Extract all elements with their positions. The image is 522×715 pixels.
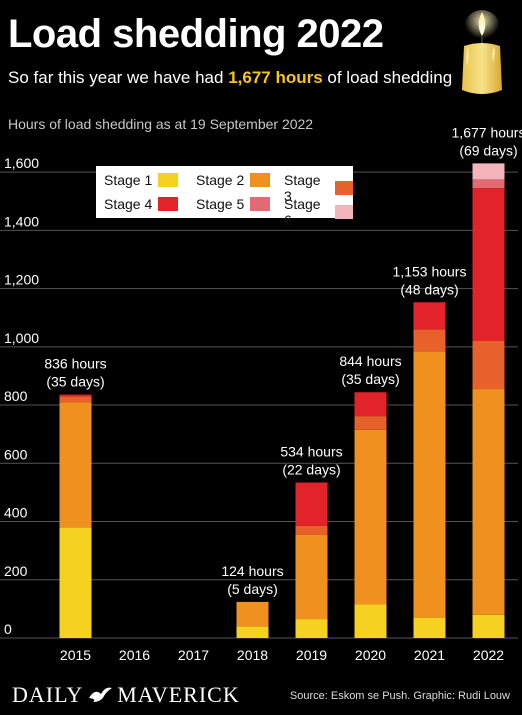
- bar-segment-stage-3: [59, 396, 92, 403]
- data-label: (48 days): [400, 281, 458, 297]
- legend-item-stage-3: Stage 3: [284, 172, 353, 204]
- x-tick-label: 2018: [237, 647, 268, 663]
- bar-segment-stage-2: [472, 389, 505, 615]
- logo-text-left: DAILY: [12, 682, 84, 707]
- bar-segment-stage-2: [413, 351, 446, 618]
- legend-label: Stage 1: [104, 172, 153, 188]
- data-label: 1,677 hours: [452, 124, 522, 140]
- y-tick-label: 400: [4, 505, 28, 521]
- source-credit: Source: Eskom se Push. Graphic: Rudi Lou…: [289, 690, 510, 702]
- bar-segment-stage-5: [472, 179, 505, 189]
- x-tick-label: 2022: [473, 647, 504, 663]
- bar-segment-stage-2: [354, 429, 387, 605]
- x-tick-label: 2015: [60, 647, 91, 663]
- bar-segment-stage-1: [295, 619, 328, 638]
- legend-label: Stage 5: [196, 196, 245, 212]
- legend-item-stage-6: Stage 6: [284, 196, 353, 228]
- y-tick-label: 200: [4, 563, 28, 579]
- y-tick-label: 1,200: [4, 272, 39, 288]
- y-tick-label: 1,000: [4, 330, 39, 346]
- bar-layer: [59, 163, 505, 638]
- bar-segment-stage-3: [472, 341, 505, 390]
- legend-label: Stage 2: [196, 172, 245, 188]
- data-label: (22 days): [282, 462, 340, 478]
- legend-label: Stage 6: [284, 196, 321, 228]
- logo-text-right: MAVERICK: [117, 682, 240, 707]
- subtitle-highlight: 1,677 hours: [228, 68, 323, 87]
- bar-segment-stage-3: [354, 416, 387, 430]
- bar-segment-stage-3: [295, 525, 328, 535]
- bar-segment-stage-4: [413, 302, 446, 330]
- subtitle-text-end: of load shedding: [322, 68, 453, 87]
- label-layer: 0 200 400 600 800 1,000 1,200 1,400 1,600 2015 836…: [4, 124, 522, 663]
- candle-icon: [462, 10, 502, 94]
- bar-segment-stage-4: [354, 392, 387, 417]
- data-label: (69 days): [459, 142, 517, 158]
- subtitle-text: So far this year we have had: [8, 68, 229, 87]
- legend-item-stage-4: Stage 4: [104, 196, 179, 212]
- bird-icon: [89, 687, 113, 702]
- x-tick-label: 2019: [296, 647, 327, 663]
- page-title: Load shedding 2022: [8, 12, 384, 56]
- y-tick-label: 0: [4, 621, 12, 637]
- data-label: 124 hours: [221, 563, 283, 579]
- legend-swatch: [250, 197, 271, 211]
- x-tick-label: 2017: [178, 647, 209, 663]
- data-label: (35 days): [46, 374, 104, 390]
- legend-item-stage-2: Stage 2: [196, 172, 271, 188]
- bar-segment-stage-4: [59, 394, 92, 397]
- data-label: 836 hours: [44, 356, 106, 372]
- x-tick-label: 2016: [119, 647, 150, 663]
- bar-segment-stage-1: [413, 617, 446, 638]
- y-tick-label: 1,600: [4, 155, 39, 171]
- legend-swatch: [334, 181, 353, 195]
- data-label: (35 days): [341, 371, 399, 387]
- bar-segment-stage-4: [472, 188, 505, 341]
- y-tick-label: 1,400: [4, 213, 39, 229]
- chart-legend: Stage 1 Stage 2 Stage 3 Stage 4 Stage 5 …: [96, 166, 353, 228]
- bar-segment-stage-3: [413, 329, 446, 352]
- legend-swatch: [158, 197, 179, 211]
- legend-swatch: [334, 205, 353, 219]
- bar-segment-stage-2: [59, 402, 92, 528]
- bar-segment-stage-6: [472, 163, 505, 180]
- legend-item-stage-1: Stage 1: [104, 172, 179, 188]
- data-label: 534 hours: [280, 444, 342, 460]
- bar-segment-stage-1: [236, 626, 269, 638]
- bar-segment-stage-2: [295, 534, 328, 620]
- subtitle: So far this year we have had 1,677 hours…: [8, 68, 452, 88]
- data-label: (5 days): [227, 581, 278, 597]
- y-tick-label: 800: [4, 388, 28, 404]
- bar-segment-stage-4: [295, 482, 328, 526]
- x-tick-label: 2020: [355, 647, 386, 663]
- bar-segment-stage-1: [354, 604, 387, 638]
- legend-label: Stage 4: [104, 196, 153, 212]
- legend-swatch: [250, 173, 271, 187]
- legend-item-stage-5: Stage 5: [196, 196, 271, 212]
- data-label: 844 hours: [339, 353, 401, 369]
- bar-segment-stage-2: [236, 601, 269, 627]
- bar-segment-stage-1: [59, 527, 92, 638]
- bar-segment-stage-1: [472, 614, 505, 638]
- data-label: 1,153 hours: [393, 263, 467, 279]
- legend-label: Stage 3: [284, 172, 321, 204]
- x-tick-label: 2021: [414, 647, 445, 663]
- daily-maverick-logo: DAILY MAVERICK: [12, 682, 240, 708]
- chart-title: Hours of load shedding as at 19 Septembe…: [8, 116, 314, 132]
- legend-swatch: [158, 173, 179, 187]
- y-tick-label: 600: [4, 446, 28, 462]
